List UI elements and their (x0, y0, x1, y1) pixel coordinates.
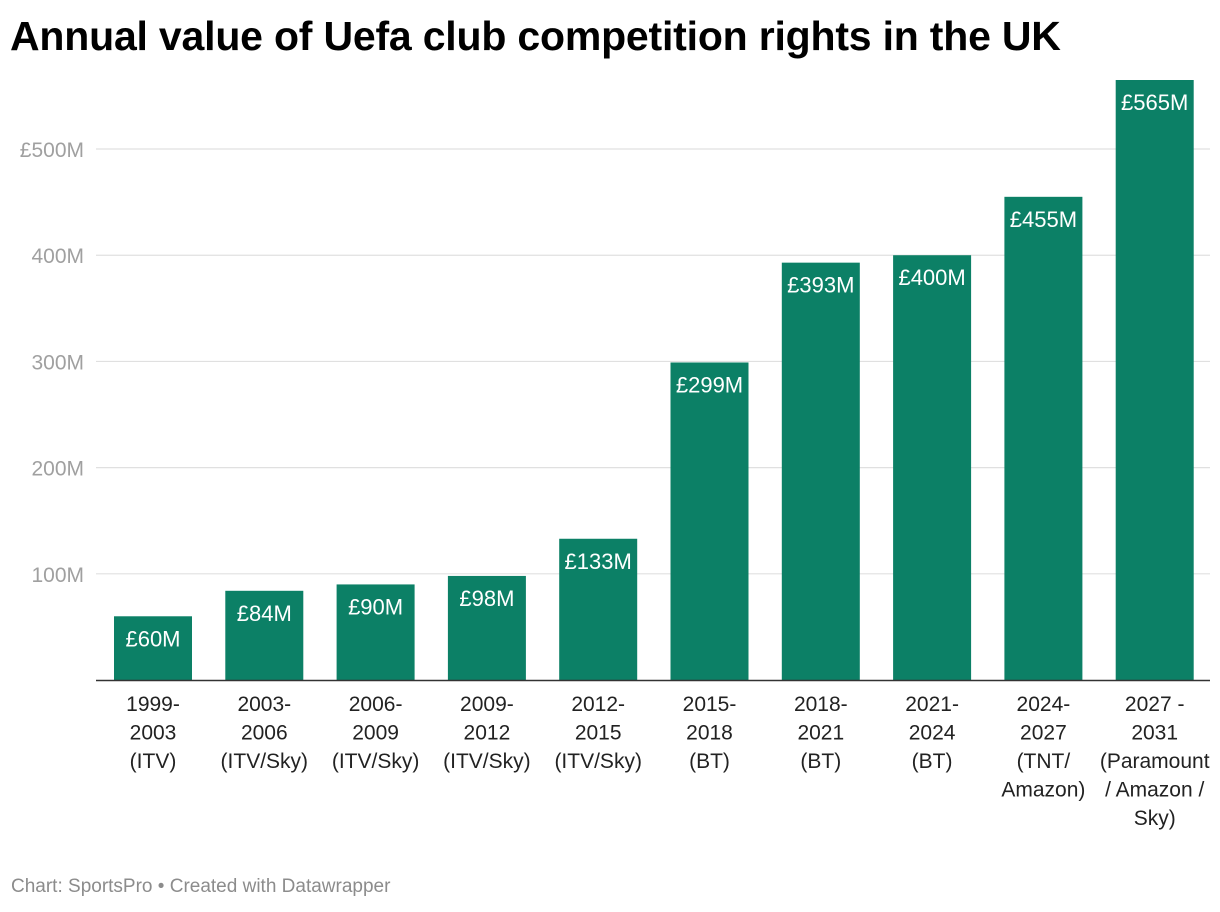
x-category-label-line: 2027 (1020, 722, 1067, 745)
x-category-label-line: 2018 (686, 722, 733, 745)
bar (893, 255, 972, 680)
x-category-label-line: (Paramount (1100, 750, 1210, 773)
bar (336, 584, 415, 680)
footer-separator: • (152, 876, 170, 897)
datawrapper-credit: Created with Datawrapper (169, 876, 391, 897)
x-category-label: 2003- 2006 (ITV/Sky) (221, 693, 309, 773)
bar-value-label: £133M (565, 549, 632, 574)
x-category-label: 2012- 2015 (ITV/Sky) (554, 693, 642, 773)
x-category-label-line: 2009 (352, 722, 399, 745)
x-category-label-line: Amazon) (1001, 779, 1085, 802)
x-category-label-line: 2009- (460, 693, 514, 716)
bar-value-label: £565M (1121, 90, 1188, 115)
bar (559, 538, 638, 680)
x-category-label-line: (TNT/ (1017, 750, 1071, 773)
x-category-label-line: 2027 - (1125, 693, 1185, 716)
x-category-label-line: 2006 (241, 722, 288, 745)
x-category-label-line: (ITV) (130, 750, 177, 773)
x-category-label-line: 2003- (237, 693, 291, 716)
bar (114, 616, 192, 680)
x-category-label: 2021- 2024 (BT) (905, 693, 959, 773)
x-category-label: 2024- 2027 (TNT/Amazon) (1001, 693, 1085, 802)
bar-chart: 100M 200M 300M 400M £500M £60M £84M £90M £98M £1… (20, 80, 1210, 830)
y-tick-label: 100M (31, 564, 84, 587)
x-category-label-line: 2006- (349, 693, 403, 716)
x-category-label-line: (BT) (689, 750, 730, 773)
x-category-label-line: Sky) (1134, 807, 1176, 830)
x-category-label-line: 1999- (126, 693, 180, 716)
bar (670, 362, 749, 680)
bar-value-label: £455M (1010, 207, 1077, 232)
bar-value-label: £400M (898, 265, 965, 290)
y-axis-tick-labels: 100M 200M 300M 400M £500M (20, 139, 84, 587)
bar-value-label: £393M (787, 273, 854, 298)
x-category-label-line: 2024 (909, 722, 956, 745)
x-category-label-line: (ITV/Sky) (443, 750, 531, 773)
bar-value-label: £90M (348, 594, 403, 619)
x-axis-category-labels: 1999-2003 (ITV)2003-2006 (ITV/Sky)2006-200… (126, 693, 1210, 830)
x-category-label-line: 2024- (1017, 693, 1071, 716)
x-category-label: 2027 - 2031 (Paramount / Amazon / Sky) (1100, 693, 1210, 830)
x-category-label-line: / Amazon / (1105, 779, 1204, 802)
bar-value-labels: £60M £84M £90M £98M £133M £299M £393M £400M £455… (125, 90, 1188, 651)
x-category-label-line: (ITV/Sky) (332, 750, 420, 773)
x-category-label-line: 2015 (575, 722, 622, 745)
y-tick-label: 200M (31, 458, 84, 481)
x-category-label-line: 2012- (571, 693, 625, 716)
chart-title: Annual value of Uefa club competition ri… (10, 13, 1061, 59)
y-tick-label: 300M (31, 351, 84, 374)
x-category-label-line: (BT) (912, 750, 953, 773)
x-category-label-line: 2003 (130, 722, 177, 745)
x-category-label: 2015- 2018 (BT) (683, 693, 737, 773)
bar-value-label: £60M (125, 626, 180, 651)
chart-footer: Chart: SportsPro • Created with Datawrap… (11, 876, 390, 898)
x-category-label-line: 2021 (797, 722, 844, 745)
bar (781, 262, 860, 680)
x-category-label-line: 2031 (1131, 722, 1178, 745)
x-category-label-line: 2015- (683, 693, 737, 716)
x-category-label-line: (ITV/Sky) (554, 750, 642, 773)
bar (1115, 80, 1194, 680)
x-category-label-line: 2012 (464, 722, 511, 745)
bars (114, 80, 1194, 681)
x-category-label: 2009- 2012 (ITV/Sky) (443, 693, 531, 773)
bar (225, 590, 304, 680)
source-credit: Chart: SportsPro (11, 876, 153, 897)
bar-value-label: £299M (676, 372, 743, 397)
x-category-label-line: (BT) (800, 750, 841, 773)
bar (1004, 196, 1083, 681)
x-category-label-line: 2018- (794, 693, 848, 716)
x-category-label-line: 2021- (905, 693, 959, 716)
y-tick-label: £500M (20, 139, 84, 162)
bar-value-label: £84M (237, 601, 292, 626)
x-category-label: 1999- 2003 (ITV) (126, 693, 180, 773)
x-category-label: 2006- 2009 (ITV/Sky) (332, 693, 420, 773)
y-tick-label: 400M (31, 245, 84, 268)
bar (447, 575, 526, 680)
x-category-label: 2018- 2021 (BT) (794, 693, 848, 773)
bar-value-label: £98M (459, 586, 514, 611)
x-category-label-line: (ITV/Sky) (221, 750, 309, 773)
